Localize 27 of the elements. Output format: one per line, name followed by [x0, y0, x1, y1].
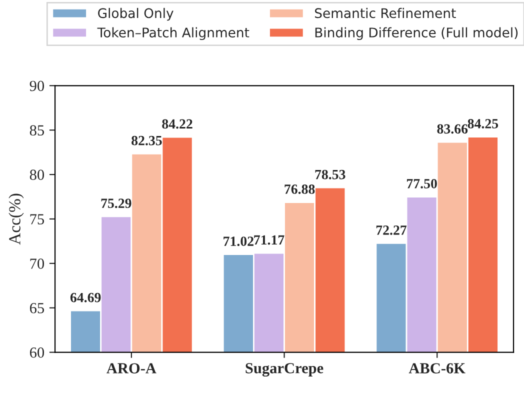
data-label: 71.17	[254, 235, 284, 245]
y-tick-label: 60	[30, 347, 44, 358]
legend-label: Global Only	[98, 8, 174, 21]
y-axis-title: Acc(%)	[8, 194, 24, 245]
data-label: 77.50	[406, 179, 437, 188]
y-tick-label: 90	[30, 80, 44, 92]
data-label: 72.27	[376, 226, 407, 235]
legend-label: Token–Patch Alignment	[97, 27, 250, 40]
x-tick-label: ARO-A	[106, 363, 156, 374]
data-label: 84.22	[162, 119, 192, 129]
legend-label: Semantic Refinement	[314, 8, 456, 18]
y-tick-label: 75	[30, 214, 44, 224]
data-label: 83.66	[437, 124, 468, 134]
data-label: 64.69	[70, 292, 101, 302]
data-label: 78.53	[315, 170, 346, 180]
y-tick-label: 70	[30, 258, 44, 269]
data-label: 84.25	[468, 119, 498, 128]
x-tick-label: ABC-6K	[408, 363, 466, 374]
y-tick-label: 80	[30, 170, 44, 180]
data-label: 82.35	[132, 136, 162, 146]
data-label: 75.29	[101, 198, 132, 208]
legend-label: Binding Difference (Full model)	[315, 27, 518, 40]
data-label: 71.02	[224, 236, 254, 246]
x-tick-label: SugarCrepe	[246, 363, 324, 377]
y-tick-label: 85	[30, 125, 44, 136]
data-label: 76.88	[284, 184, 315, 194]
y-tick-label: 65	[30, 303, 44, 314]
